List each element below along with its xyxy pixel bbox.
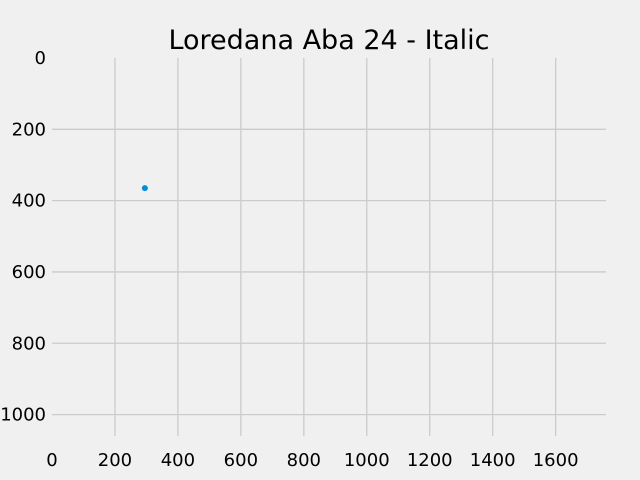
x-axis-ticks: 0 200 400 600 800 1000 1200 1400 1600	[46, 450, 578, 471]
x-tick-label: 200	[98, 450, 132, 471]
x-tick-label: 1400	[470, 450, 516, 471]
grid-lines	[52, 58, 606, 436]
y-tick-label: 800	[12, 333, 46, 354]
data-points	[141, 185, 148, 192]
y-tick-label: 400	[12, 191, 46, 212]
y-tick-label: 0	[35, 48, 46, 69]
x-tick-label: 1200	[407, 450, 453, 471]
x-tick-label: 0	[46, 450, 57, 471]
x-tick-label: 800	[287, 450, 321, 471]
y-tick-label: 600	[12, 262, 46, 283]
x-tick-label: 400	[161, 450, 195, 471]
x-tick-label: 600	[224, 450, 258, 471]
x-tick-label: 1000	[344, 450, 390, 471]
x-tick-label: 1600	[533, 450, 579, 471]
data-point	[141, 185, 148, 192]
y-axis-ticks: 0 200 400 600 800 1000	[0, 48, 46, 426]
chart-title: Loredana Aba 24 - Italic	[168, 25, 489, 56]
y-tick-label: 1000	[0, 405, 46, 426]
y-tick-label: 200	[12, 119, 46, 140]
